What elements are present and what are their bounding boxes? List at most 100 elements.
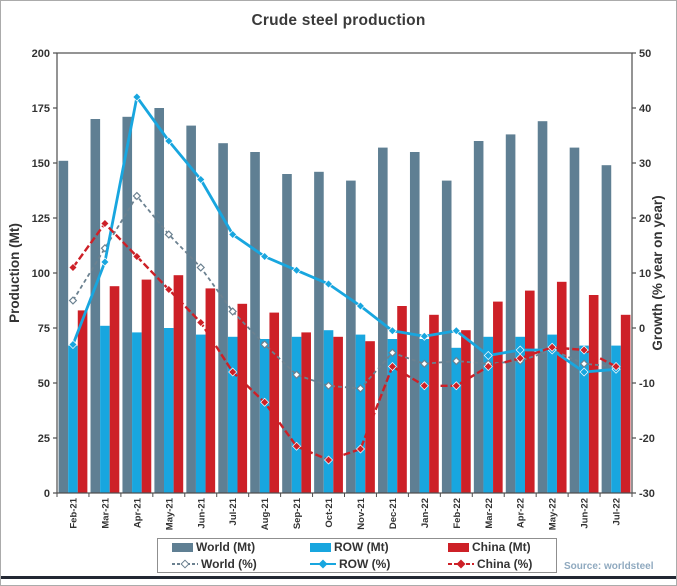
marker-row xyxy=(68,340,78,349)
legend-box: World (Mt) ROW (Mt) China (Mt) World (%)… xyxy=(157,538,557,573)
marker-row xyxy=(164,136,174,146)
bar-world-mt xyxy=(378,147,388,493)
row-line-swatch xyxy=(310,559,336,569)
right-tick-label: 50 xyxy=(639,48,651,60)
bar-china-mt xyxy=(429,314,439,493)
bar-china-mt xyxy=(141,279,152,493)
bar-row-mt xyxy=(611,345,621,493)
bar-world-mt xyxy=(218,143,228,493)
bar-world-mt xyxy=(569,147,580,493)
x-tick-label: Sep-21 xyxy=(292,497,303,529)
marker-china xyxy=(100,219,110,228)
marker-china xyxy=(483,362,493,371)
marker-row xyxy=(387,326,397,336)
marker-china xyxy=(515,353,525,363)
x-tick-label: Oct-21 xyxy=(324,497,335,527)
bar-world-mt xyxy=(186,125,196,493)
left-tick-label: 125 xyxy=(32,213,50,225)
marker-china xyxy=(387,362,397,371)
bar-row-mt xyxy=(291,336,302,493)
bar-world-mt xyxy=(537,121,548,493)
marker-world xyxy=(260,340,269,349)
marker-world xyxy=(452,356,461,366)
bar-row-mt xyxy=(195,334,206,493)
marker-world xyxy=(324,381,333,390)
bar-china-mt xyxy=(109,286,120,493)
bottom-rule xyxy=(1,576,676,579)
right-tick-label: -20 xyxy=(639,433,655,445)
x-tick-label: Jun-21 xyxy=(196,497,207,528)
marker-row xyxy=(451,326,461,336)
line-row xyxy=(71,95,617,374)
row-bar-swatch xyxy=(310,542,331,552)
bar-row-mt xyxy=(68,345,78,493)
chart-title: Crude steel production xyxy=(251,12,426,29)
marker-china xyxy=(355,444,365,454)
x-tick-label: Feb-22 xyxy=(452,498,463,529)
legend-item-row-mt: ROW (Mt) xyxy=(310,540,448,554)
legend-item-world-pct: World (%) xyxy=(172,557,310,571)
bar-row-mt xyxy=(323,330,334,493)
legend-label: ROW (%) xyxy=(339,556,391,571)
marker-row xyxy=(419,331,429,341)
legend-label: China (Mt) xyxy=(472,540,531,555)
bar-world-mt xyxy=(441,180,452,493)
left-axis-title: Production (Mt) xyxy=(7,223,22,323)
bar-row-mt xyxy=(387,339,398,493)
bar-world-mt xyxy=(122,116,133,494)
marker-row xyxy=(355,301,365,311)
x-tick-label: Apr-21 xyxy=(132,497,143,528)
x-tick-label: Jul-22 xyxy=(612,498,623,525)
line-china xyxy=(72,222,617,462)
marker-china xyxy=(196,318,206,327)
right-tick-label: 20 xyxy=(639,213,651,225)
marker-china xyxy=(260,397,270,407)
x-tick-label: May-21 xyxy=(164,497,175,530)
legend-label: China (%) xyxy=(477,556,533,571)
marker-china xyxy=(132,252,142,261)
bar-china-mt xyxy=(301,332,311,493)
marker-row xyxy=(196,175,206,184)
left-tick-label: 100 xyxy=(32,268,50,280)
bar-world-mt xyxy=(473,141,484,493)
source-credit: Source: worldsteel xyxy=(564,561,654,572)
marker-china xyxy=(164,285,174,294)
x-tick-label: Nov-21 xyxy=(356,497,367,529)
legend-item-china-mt: China (Mt) xyxy=(448,540,556,554)
legend-label: ROW (Mt) xyxy=(334,540,389,555)
marker-china xyxy=(579,345,589,355)
bar-world-mt xyxy=(250,152,260,493)
bar-world-mt xyxy=(314,171,324,494)
marker-china xyxy=(451,381,461,391)
bar-world-mt xyxy=(409,152,420,493)
marker-world xyxy=(228,307,237,316)
x-tick-label: Jun-22 xyxy=(580,498,591,529)
bar-row-mt xyxy=(132,332,142,493)
legend-item-row-pct: ROW (%) xyxy=(310,557,448,571)
world-line-swatch xyxy=(172,559,198,569)
x-tick-label: Mar-21 xyxy=(100,497,111,528)
bar-row-mt xyxy=(227,336,238,493)
marker-world xyxy=(68,296,78,305)
right-tick-label: 30 xyxy=(639,158,651,170)
marker-world xyxy=(356,384,365,393)
marker-row xyxy=(132,92,142,102)
right-tick-label: -10 xyxy=(639,378,655,390)
bar-china-mt xyxy=(397,306,407,493)
right-axis-title: Growth (% year on year) xyxy=(650,195,665,350)
x-tick-label: Dec-21 xyxy=(388,497,399,529)
left-tick-label: 50 xyxy=(38,378,50,390)
left-tick-label: 200 xyxy=(32,48,50,60)
bar-world-mt xyxy=(282,174,292,493)
bar-world-mt xyxy=(58,160,69,494)
bar-world-mt xyxy=(346,180,356,493)
bar-world-mt xyxy=(505,134,516,493)
china-bar-swatch xyxy=(448,542,469,552)
bar-china-mt xyxy=(237,303,248,493)
bar-china-mt xyxy=(333,336,343,493)
bar-row-mt xyxy=(579,345,589,493)
marker-row xyxy=(228,230,238,239)
right-tick-label: 40 xyxy=(639,103,651,115)
